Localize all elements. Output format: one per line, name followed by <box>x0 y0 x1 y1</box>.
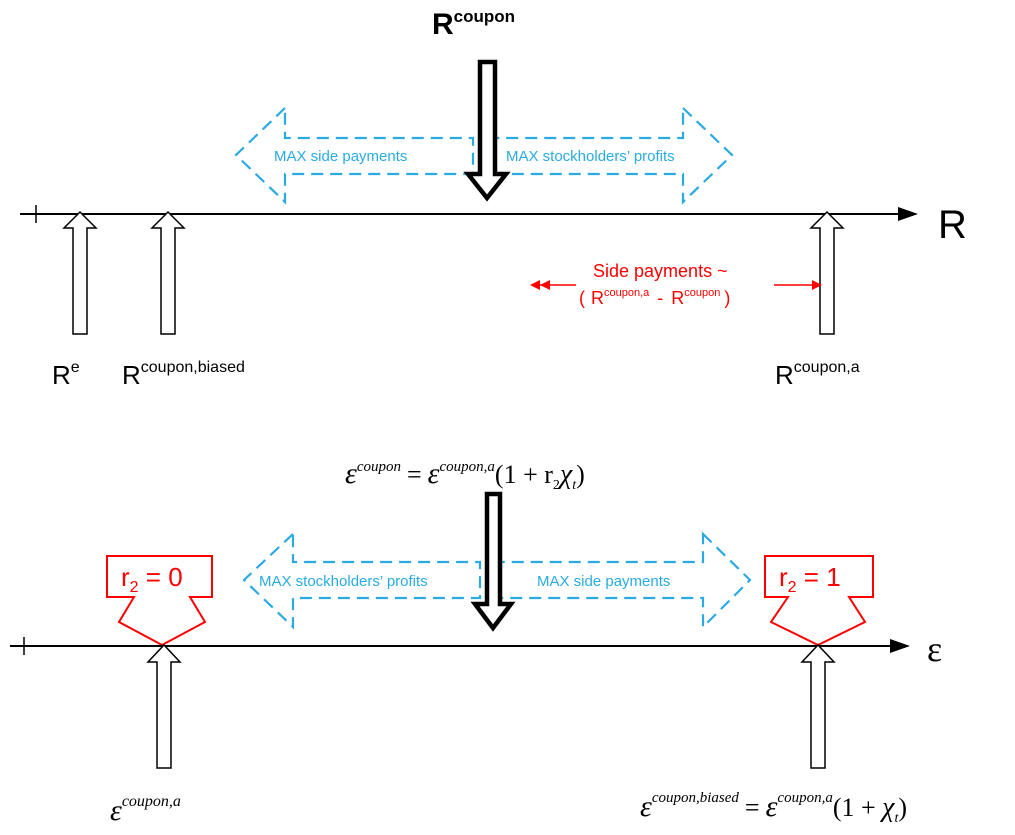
bottom-left-arrow-text: MAX stockholders’ profits <box>259 573 428 590</box>
top-coupon-label: Rcoupon <box>432 7 515 41</box>
r2-one-label: r2 = 1 <box>779 562 841 596</box>
bottom-coupon-a-label: εcoupon,a <box>110 793 181 827</box>
bottom-coupon-a-up-arrow <box>146 643 182 769</box>
bottom-right-arrow-text: MAX side payments <box>537 573 670 590</box>
r2-zero-label: r2 = 0 <box>121 562 183 596</box>
side-payments-right-arrow <box>774 280 822 290</box>
top-axis-arrowhead <box>898 207 918 221</box>
top-biased-label: Rcoupon,biased <box>122 359 245 390</box>
top-coupon-down-arrow <box>463 59 511 202</box>
top-a-up-arrow <box>809 210 845 335</box>
top-re-up-arrow <box>62 210 98 335</box>
bottom-axis-arrowhead <box>890 639 910 653</box>
top-re-label: Re <box>52 359 80 390</box>
bottom-cyan-double-arrow <box>242 531 752 630</box>
bottom-formula: εcoupon = εcoupon,a(1 + r2χt) <box>345 457 585 493</box>
bottom-biased-formula: εcoupon,biased = εcoupon,a(1 + χt) <box>640 790 907 826</box>
bottom-coupon-down-arrow <box>470 491 516 632</box>
bottom-axis-label: ε <box>927 629 942 669</box>
r2-one-callout <box>764 555 874 647</box>
top-left-arrow-text: MAX side payments <box>274 148 407 165</box>
side-payments-title: Side payments ~ <box>593 261 728 281</box>
r2-zero-callout <box>106 555 213 647</box>
bottom-biased-up-arrow <box>800 643 836 769</box>
top-right-arrow-text: MAX stockholders’ profits <box>506 148 675 165</box>
top-cyan-double-arrow <box>234 105 734 205</box>
side-payments-left-arrow <box>530 280 576 290</box>
side-payments-formula: (Rcoupon,a - Rcoupon) <box>579 287 730 308</box>
top-biased-up-arrow <box>150 210 186 335</box>
top-a-label: Rcoupon,a <box>775 359 860 390</box>
top-axis-label: R <box>938 203 967 247</box>
